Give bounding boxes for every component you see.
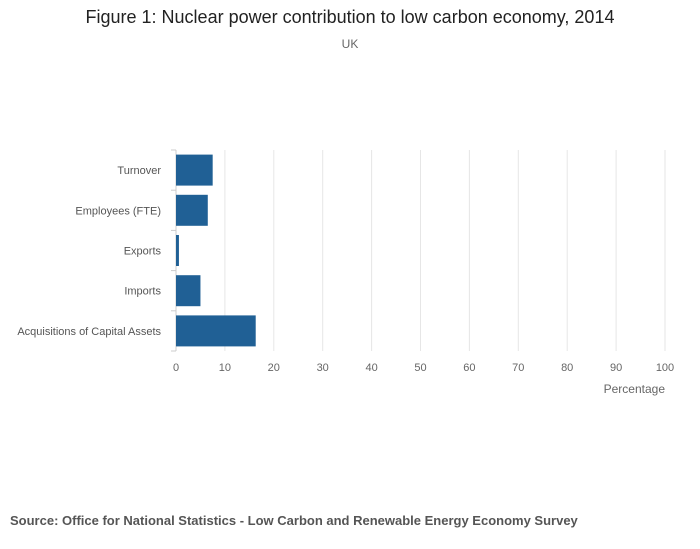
- x-axis-title: Percentage: [604, 382, 666, 396]
- x-tick-label: 80: [561, 362, 573, 374]
- x-tick-label: 10: [219, 362, 231, 374]
- x-tick-label: 50: [414, 362, 426, 374]
- chart-title: Figure 1: Nuclear power contribution to …: [85, 7, 615, 27]
- category-label: Employees (FTE): [75, 205, 161, 217]
- category-label: Acquisitions of Capital Assets: [17, 326, 161, 338]
- category-label: Turnover: [117, 165, 161, 177]
- bar: [176, 194, 208, 226]
- bar: [176, 275, 201, 307]
- x-tick-label: 60: [463, 362, 475, 374]
- x-tick-label: 30: [317, 362, 329, 374]
- x-tick-label: 0: [173, 362, 179, 374]
- x-tick-label: 20: [268, 362, 280, 374]
- category-label: Exports: [124, 246, 162, 258]
- bar: [176, 235, 179, 266]
- x-tick-label: 70: [512, 362, 524, 374]
- x-tick-label: 90: [610, 362, 622, 374]
- x-tick-label: 100: [656, 362, 674, 374]
- source-note: Source: Office for National Statistics -…: [10, 513, 578, 528]
- category-label: Imports: [124, 286, 161, 298]
- x-tick-label: 40: [365, 362, 377, 374]
- bar: [176, 315, 256, 347]
- chart-subtitle: UK: [341, 37, 359, 51]
- bar: [176, 154, 213, 186]
